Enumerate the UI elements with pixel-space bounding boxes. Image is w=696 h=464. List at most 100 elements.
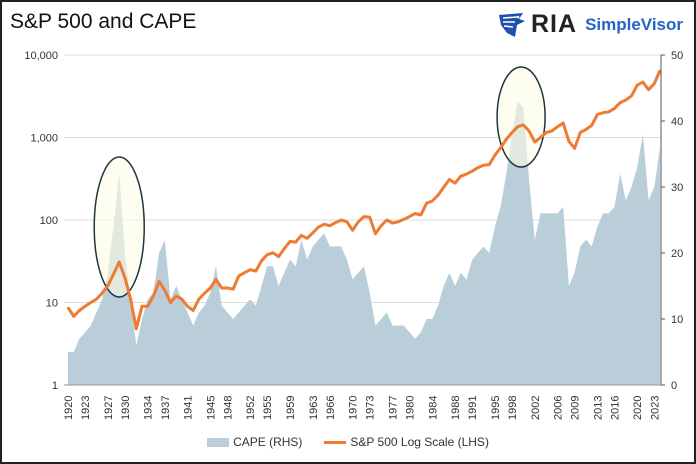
x-tick-label: 1930 (120, 396, 132, 420)
sp500-point (590, 124, 593, 127)
sp500-point (283, 247, 286, 250)
sp500-point (385, 219, 388, 221)
logo-simplevisor: SimpleVisor (585, 14, 684, 34)
sp500-point (437, 194, 439, 196)
x-tick-label: 2013 (592, 396, 604, 420)
sp500-point (465, 173, 468, 175)
sp500-point (602, 111, 604, 114)
sp500-point (260, 260, 263, 262)
sp500-point (374, 233, 377, 235)
sp500-point (317, 226, 320, 228)
sp500-point (425, 202, 428, 204)
sp500-point (636, 84, 639, 87)
sp500-point (203, 292, 206, 294)
sp500-point (551, 130, 553, 132)
sp500-line-layer (66, 69, 662, 331)
sp500-point (442, 186, 445, 188)
chart-svg: 1 10 100 1,000 10,000 0 10 20 30 40 50 1920 1923 1927… (24, 50, 683, 420)
x-tick-label: 2006 (553, 396, 565, 420)
x-tick-label: 1998 (507, 396, 519, 420)
sp500-point (289, 240, 291, 243)
sp500-point (186, 305, 189, 308)
sp500-point (306, 237, 308, 240)
chart-title: S&P 500 and CAPE (10, 10, 197, 33)
x-tick-label: 1988 (450, 396, 462, 420)
x-tick-label: 1995 (490, 396, 502, 420)
sp500-point (499, 147, 502, 149)
legend-label-sp500: S&P 500 Log Scale (LHS) (350, 435, 489, 449)
sp500-point (596, 113, 599, 116)
legend: CAPE (RHS) S&P 500 Log Scale (LHS) (2, 435, 694, 449)
legend-item-cape: CAPE (RHS) (207, 435, 302, 449)
sp500-point (630, 95, 633, 97)
sp500-point (477, 166, 479, 169)
x-tick-label: 1966 (325, 396, 337, 420)
sp500-point (528, 130, 530, 132)
sp500-point (95, 298, 98, 300)
left-tick-label: 100 (40, 215, 58, 227)
sp500-point (163, 289, 166, 292)
sp500-point (653, 82, 656, 85)
sp500-point (158, 280, 160, 283)
sp500-point (625, 99, 627, 101)
sp500-point (215, 278, 217, 281)
sp500-point (363, 215, 365, 218)
sp500-point (368, 216, 371, 219)
sp500-point (146, 305, 149, 308)
x-tick-label: 1970 (348, 396, 360, 420)
sp500-point (454, 182, 456, 184)
sp500-point (408, 215, 411, 218)
x-tick-label: 2002 (530, 396, 542, 420)
sp500-point (209, 287, 212, 289)
cape-area-layer (68, 101, 660, 385)
sp500-point (237, 275, 240, 277)
sp500-point (647, 88, 650, 91)
x-tick-label: 2009 (570, 396, 582, 420)
sp500-point (129, 298, 132, 300)
x-tick-label: 1973 (365, 396, 377, 420)
sp500-point (232, 288, 234, 290)
right-tick-label: 50 (671, 50, 683, 62)
x-tick-label: 2023 (649, 396, 661, 420)
sp500-point (573, 147, 576, 150)
logo-ria: RIA (531, 10, 578, 38)
left-tick-label: 10,000 (24, 50, 58, 62)
x-tick-label: 1945 (205, 396, 217, 420)
sp500-point (277, 255, 280, 258)
sp500-point (568, 140, 570, 143)
sp500-point (397, 221, 399, 223)
eagle-icon (499, 12, 525, 37)
legend-swatch-sp500 (324, 440, 347, 444)
x-tick-label: 1952 (245, 396, 257, 420)
sp500-point (391, 222, 394, 224)
sp500-point (152, 295, 155, 297)
right-tick-label: 20 (671, 248, 683, 260)
legend-swatch-cape (207, 437, 230, 447)
sp500-point (300, 234, 303, 237)
sp500-point (539, 136, 542, 139)
right-tick-label: 0 (671, 380, 677, 392)
sp500-point (579, 131, 582, 134)
sp500-point (505, 138, 508, 141)
x-tick-label: 1984 (427, 396, 439, 420)
sp500-point (516, 125, 519, 128)
sp500-point (294, 241, 297, 243)
legend-item-sp500: S&P 500 Log Scale (LHS) (324, 435, 489, 449)
sp500-point (613, 107, 616, 110)
sp500-point (488, 163, 491, 166)
sp500-point (84, 305, 86, 308)
sp500-point (135, 327, 138, 330)
x-tick-label: 1941 (183, 396, 195, 420)
sp500-point (107, 284, 109, 287)
x-tick-label: 1991 (467, 396, 479, 420)
highlight-ellipse-2000 (496, 66, 546, 168)
x-tick-label: 2016 (609, 396, 621, 420)
right-tick-label: 30 (671, 182, 683, 194)
x-tick-label: 1980 (405, 396, 417, 420)
sp500-point (340, 219, 343, 221)
sp500-point (118, 261, 121, 263)
left-tick-label: 1 (52, 380, 58, 392)
cape-area (68, 101, 660, 385)
sp500-point (482, 164, 485, 167)
